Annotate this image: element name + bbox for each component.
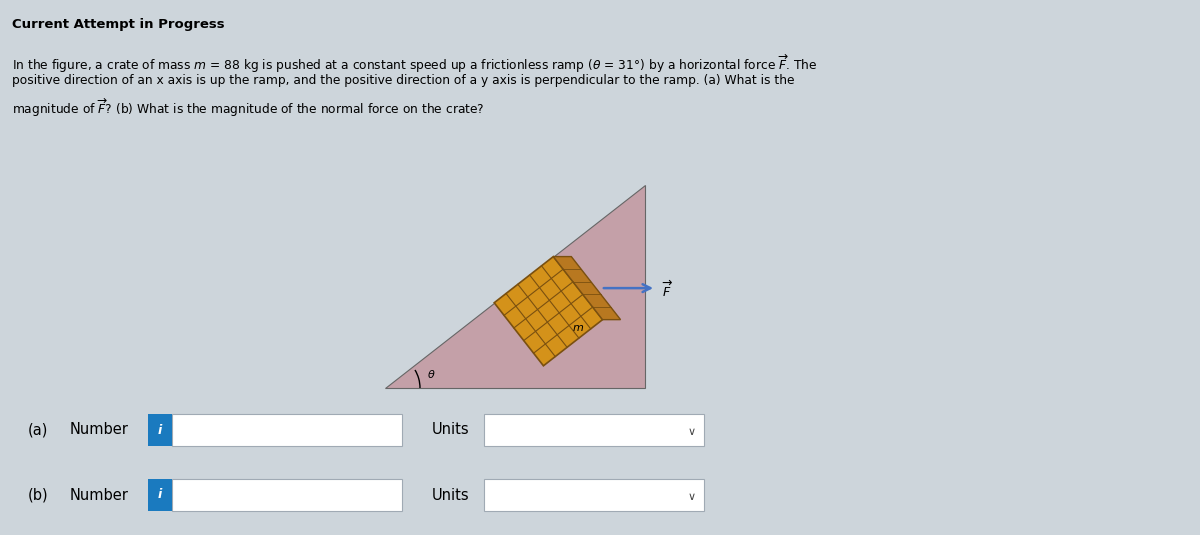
- Text: Units: Units: [432, 423, 469, 438]
- Polygon shape: [494, 257, 602, 366]
- Text: i: i: [158, 424, 162, 437]
- Text: positive direction of an x axis is up the ramp, and the positive direction of a : positive direction of an x axis is up th…: [12, 74, 794, 87]
- FancyBboxPatch shape: [172, 414, 402, 446]
- FancyBboxPatch shape: [172, 479, 402, 511]
- Text: i: i: [158, 488, 162, 501]
- Text: $\overrightarrow{F}$: $\overrightarrow{F}$: [662, 280, 673, 300]
- Polygon shape: [553, 257, 620, 319]
- Text: (b): (b): [28, 487, 49, 502]
- Text: Units: Units: [432, 487, 469, 502]
- Text: In the figure, a crate of mass $m$ = 88 kg is pushed at a constant speed up a fr: In the figure, a crate of mass $m$ = 88 …: [12, 52, 817, 75]
- FancyBboxPatch shape: [484, 414, 704, 446]
- Polygon shape: [385, 185, 646, 388]
- Text: ∨: ∨: [688, 492, 696, 502]
- Text: Number: Number: [70, 487, 128, 502]
- Text: $m$: $m$: [572, 323, 584, 333]
- FancyBboxPatch shape: [484, 479, 704, 511]
- Text: Number: Number: [70, 423, 128, 438]
- Text: magnitude of $\overrightarrow{F}$? (b) What is the magnitude of the normal force: magnitude of $\overrightarrow{F}$? (b) W…: [12, 96, 485, 119]
- Text: (a): (a): [28, 423, 48, 438]
- FancyBboxPatch shape: [148, 414, 172, 446]
- Text: ∨: ∨: [688, 427, 696, 437]
- FancyBboxPatch shape: [148, 479, 172, 511]
- Text: $\theta$: $\theta$: [427, 368, 436, 380]
- Text: Current Attempt in Progress: Current Attempt in Progress: [12, 18, 224, 31]
